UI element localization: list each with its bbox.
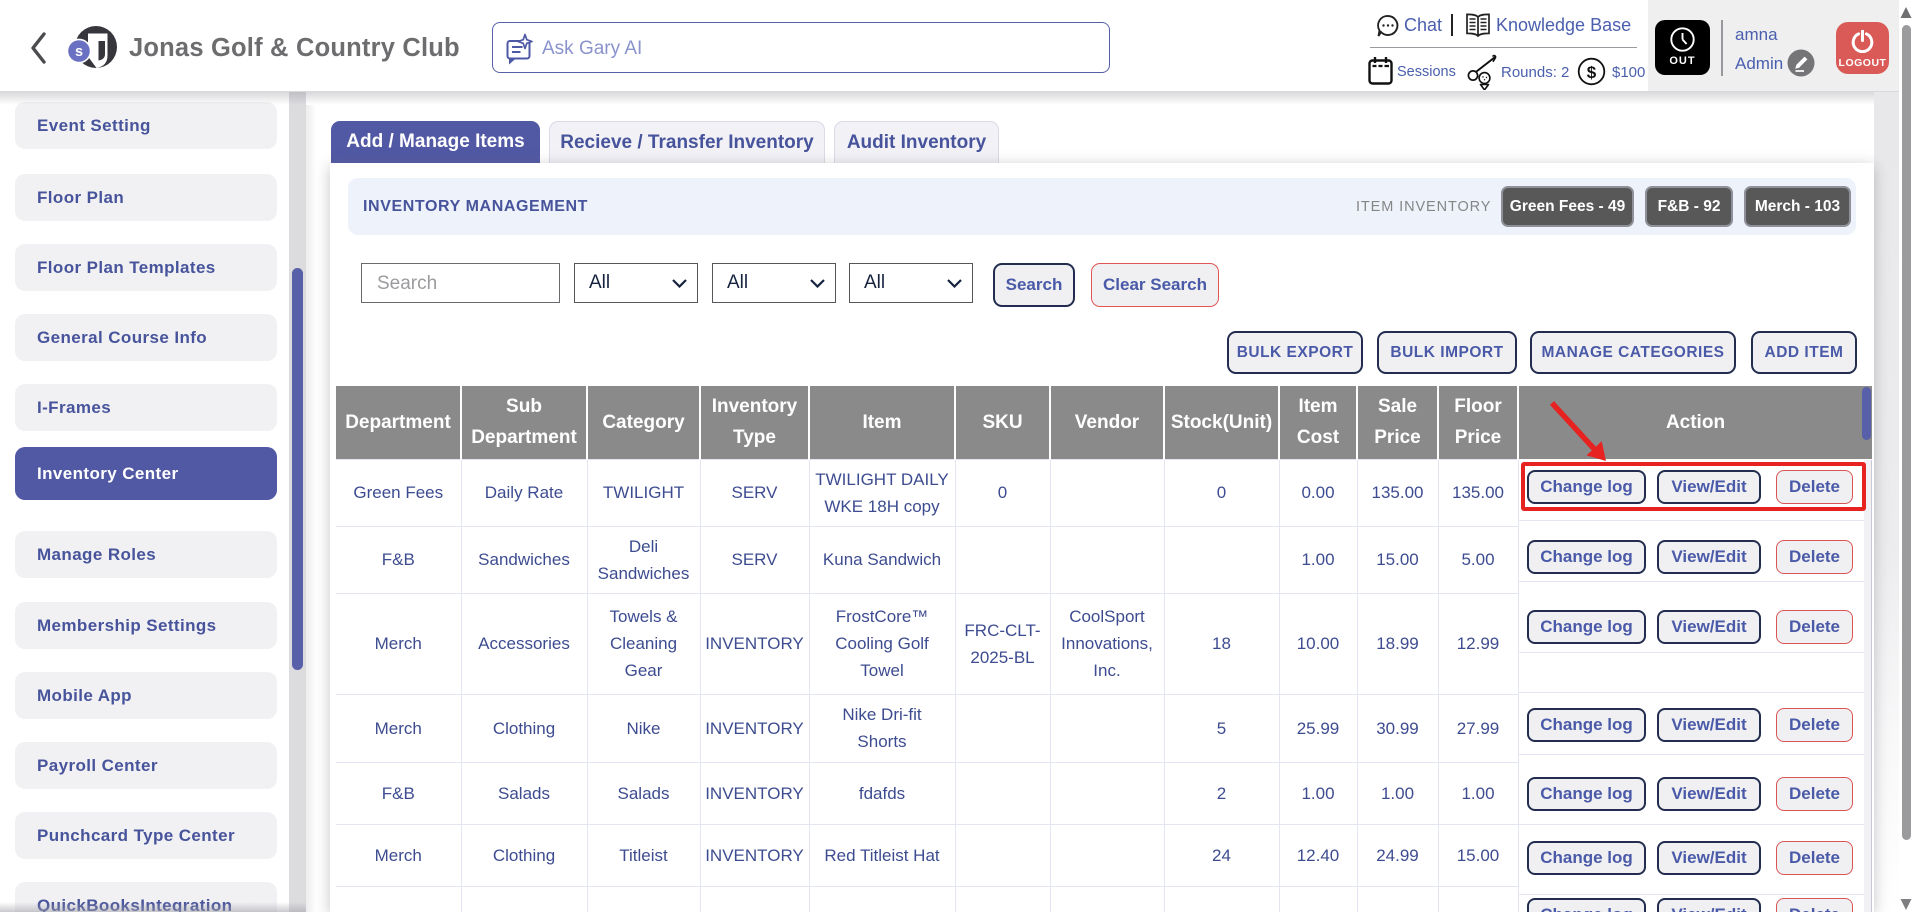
svg-text:$: $	[1587, 63, 1597, 82]
svg-text:s: s	[75, 44, 83, 60]
